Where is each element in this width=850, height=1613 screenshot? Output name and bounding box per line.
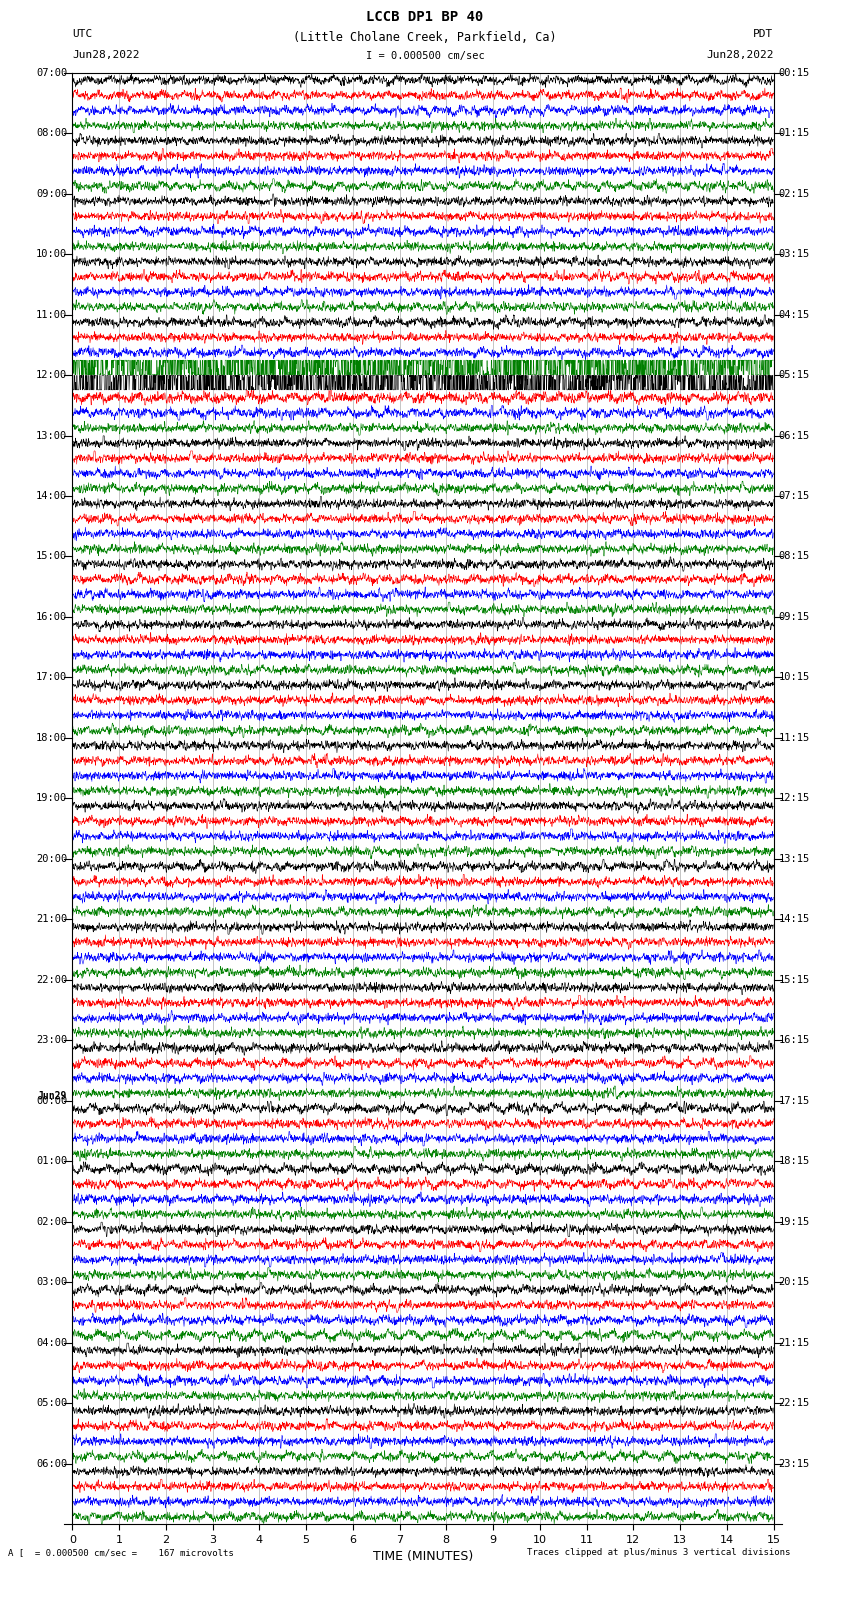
Text: 18:00: 18:00 <box>36 732 67 744</box>
Text: Traces clipped at plus/minus 3 vertical divisions: Traces clipped at plus/minus 3 vertical … <box>527 1548 790 1558</box>
Text: 15:15: 15:15 <box>779 974 810 986</box>
X-axis label: TIME (MINUTES): TIME (MINUTES) <box>373 1550 473 1563</box>
Text: 20:00: 20:00 <box>36 853 67 865</box>
Text: 03:15: 03:15 <box>779 248 810 260</box>
Text: Jun28,2022: Jun28,2022 <box>706 50 774 60</box>
Text: 10:00: 10:00 <box>36 248 67 260</box>
Text: 11:00: 11:00 <box>36 310 67 319</box>
Text: A [  = 0.000500 cm/sec =    167 microvolts: A [ = 0.000500 cm/sec = 167 microvolts <box>8 1548 235 1558</box>
Text: 22:15: 22:15 <box>779 1398 810 1408</box>
Text: 11:15: 11:15 <box>779 732 810 744</box>
Text: 05:15: 05:15 <box>779 369 810 381</box>
Text: 23:15: 23:15 <box>779 1458 810 1469</box>
Text: 04:00: 04:00 <box>36 1337 67 1348</box>
Text: PDT: PDT <box>753 29 774 39</box>
Text: 13:00: 13:00 <box>36 431 67 440</box>
Text: 15:00: 15:00 <box>36 552 67 561</box>
Text: 06:00: 06:00 <box>36 1458 67 1469</box>
Text: I = 0.000500 cm/sec: I = 0.000500 cm/sec <box>366 52 484 61</box>
Text: 19:15: 19:15 <box>779 1216 810 1227</box>
Text: LCCB DP1 BP 40: LCCB DP1 BP 40 <box>366 10 484 24</box>
Text: 10:15: 10:15 <box>779 673 810 682</box>
Text: UTC: UTC <box>72 29 93 39</box>
Text: (Little Cholane Creek, Parkfield, Ca): (Little Cholane Creek, Parkfield, Ca) <box>293 31 557 44</box>
Text: 14:00: 14:00 <box>36 490 67 502</box>
Text: 12:00: 12:00 <box>36 369 67 381</box>
Text: 21:15: 21:15 <box>779 1337 810 1348</box>
Text: 05:00: 05:00 <box>36 1398 67 1408</box>
Text: 21:00: 21:00 <box>36 915 67 924</box>
Text: 23:00: 23:00 <box>36 1036 67 1045</box>
Text: 22:00: 22:00 <box>36 974 67 986</box>
Text: 17:15: 17:15 <box>779 1095 810 1107</box>
Text: 14:15: 14:15 <box>779 915 810 924</box>
Text: 12:15: 12:15 <box>779 794 810 803</box>
Text: 02:15: 02:15 <box>779 189 810 198</box>
Text: 17:00: 17:00 <box>36 673 67 682</box>
Text: 01:00: 01:00 <box>36 1157 67 1166</box>
Text: 00:00: 00:00 <box>36 1095 67 1107</box>
Text: 16:15: 16:15 <box>779 1036 810 1045</box>
Text: 08:15: 08:15 <box>779 552 810 561</box>
Text: 20:15: 20:15 <box>779 1277 810 1287</box>
Text: Jun29: Jun29 <box>37 1092 67 1102</box>
Text: 13:15: 13:15 <box>779 853 810 865</box>
Text: 03:00: 03:00 <box>36 1277 67 1287</box>
Text: 02:00: 02:00 <box>36 1216 67 1227</box>
Text: Jun28,2022: Jun28,2022 <box>72 50 139 60</box>
Text: 00:15: 00:15 <box>779 68 810 77</box>
Text: 09:00: 09:00 <box>36 189 67 198</box>
Text: 07:15: 07:15 <box>779 490 810 502</box>
Text: 07:00: 07:00 <box>36 68 67 77</box>
Text: 16:00: 16:00 <box>36 611 67 623</box>
Text: 09:15: 09:15 <box>779 611 810 623</box>
Text: 01:15: 01:15 <box>779 127 810 139</box>
Text: 19:00: 19:00 <box>36 794 67 803</box>
Text: 08:00: 08:00 <box>36 127 67 139</box>
Text: 04:15: 04:15 <box>779 310 810 319</box>
Text: 06:15: 06:15 <box>779 431 810 440</box>
Text: 18:15: 18:15 <box>779 1157 810 1166</box>
